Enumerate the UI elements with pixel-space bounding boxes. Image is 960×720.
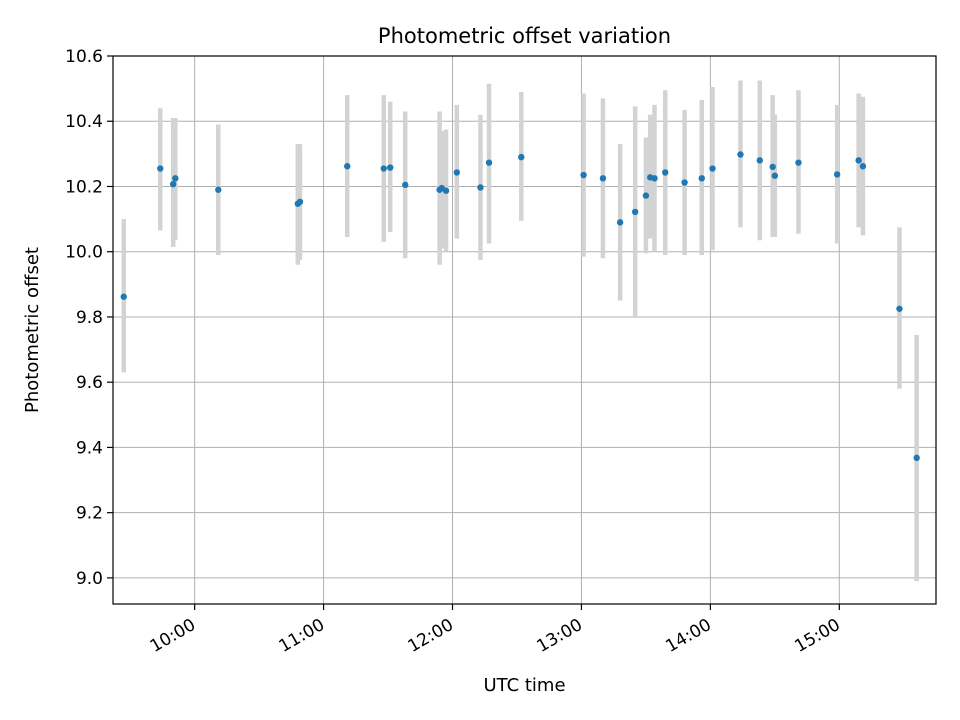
data-point: [631, 208, 639, 216]
chart-title: Photometric offset variation: [378, 24, 671, 48]
y-axis: 9.0 9.2 9.4 9.6 9.8 10.0 10.2 10.4 10.6: [65, 47, 113, 589]
data-point: [477, 184, 484, 191]
data-point: [215, 186, 222, 193]
data-point: [296, 198, 304, 206]
data-point: [737, 151, 744, 158]
data-point: [855, 157, 862, 164]
data-point: [662, 169, 669, 176]
x-axis-label: UTC time: [483, 675, 565, 696]
data-point: [756, 157, 763, 164]
data-point: [795, 159, 802, 166]
data-point: [380, 165, 387, 172]
data-point: [771, 172, 779, 179]
y-tick-label: 9.0: [76, 569, 103, 589]
data-point: [709, 165, 716, 172]
data-point: [386, 164, 394, 171]
data-point: [769, 163, 776, 171]
y-tick-label: 10.0: [65, 243, 103, 263]
data-point: [833, 171, 841, 178]
data-point: [859, 163, 867, 170]
data-point: [913, 454, 920, 462]
plot-frame: [112, 55, 937, 605]
data-point: [442, 187, 450, 194]
y-axis-label: Photometric offset: [22, 247, 43, 413]
data-points: [120, 151, 920, 462]
y-tick-label: 10.2: [65, 177, 103, 197]
y-tick-label: 9.6: [76, 373, 103, 393]
data-point: [344, 163, 351, 170]
data-point: [896, 305, 903, 312]
y-tick-label: 9.4: [76, 438, 103, 458]
data-point: [580, 171, 587, 179]
data-point: [642, 192, 650, 199]
y-tick-label: 9.2: [76, 504, 103, 524]
data-point: [681, 179, 688, 186]
data-point: [616, 219, 624, 226]
data-point: [651, 175, 658, 182]
data-point: [169, 180, 177, 188]
data-point: [402, 181, 409, 189]
data-point: [485, 159, 493, 166]
y-tick-label: 9.8: [76, 308, 103, 328]
data-point: [453, 169, 461, 176]
data-point: [518, 153, 525, 161]
data-point: [698, 175, 705, 182]
y-tick-label: 10.6: [65, 47, 103, 67]
data-point: [599, 175, 607, 182]
y-tick-label: 10.4: [65, 112, 103, 132]
data-point: [172, 175, 179, 182]
data-point: [120, 293, 127, 300]
grid: [113, 55, 936, 604]
data-point: [157, 165, 164, 172]
